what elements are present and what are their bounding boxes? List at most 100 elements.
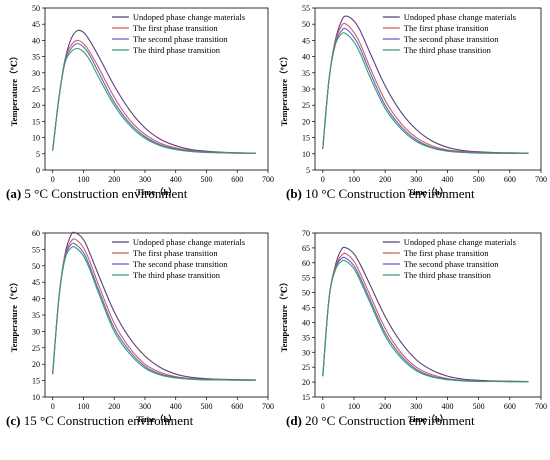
x-tick-label: 0 bbox=[321, 175, 325, 184]
x-axis-label: Time（h） bbox=[408, 414, 448, 424]
legend-entry: The third phase transition bbox=[404, 270, 492, 280]
x-tick-label: 700 bbox=[535, 175, 547, 184]
y-tick-label: 20 bbox=[302, 378, 310, 387]
x-tick-label: 0 bbox=[51, 402, 55, 411]
legend-entry: The first phase transition bbox=[133, 248, 218, 258]
series-line bbox=[322, 15, 529, 154]
x-tick-label: 300 bbox=[139, 402, 151, 411]
y-tick-label: 15 bbox=[302, 393, 310, 402]
chart-panel-3: 0 100 200 300 400 500 600 700 10 15 20 25 30 35 40 45 50… bbox=[6, 229, 274, 428]
x-tick-label: 400 bbox=[441, 402, 453, 411]
y-tick-label: 20 bbox=[302, 117, 310, 126]
x-tick-label: 400 bbox=[441, 175, 453, 184]
panel-caption: (d) 20 °C Construction environment bbox=[286, 413, 475, 428]
legend-entry: Undoped phase change materials bbox=[404, 237, 516, 247]
y-tick-label: 50 bbox=[32, 262, 40, 271]
y-tick-label: 30 bbox=[32, 327, 40, 336]
series-line bbox=[52, 47, 256, 155]
legend-entry: The first phase transition bbox=[404, 248, 489, 258]
y-tick-label: 55 bbox=[302, 4, 310, 13]
y-tick-label: 0 bbox=[36, 166, 40, 175]
y-tick-label: 45 bbox=[302, 304, 310, 313]
x-tick-label: 700 bbox=[262, 402, 274, 411]
x-tick-label: 300 bbox=[139, 175, 151, 184]
x-tick-label: 200 bbox=[379, 402, 391, 411]
y-tick-label: 60 bbox=[302, 259, 310, 268]
y-tick-label: 35 bbox=[32, 53, 40, 62]
y-tick-label: 20 bbox=[32, 360, 40, 369]
x-axis-label: Time（h） bbox=[408, 187, 448, 197]
x-tick-label: 700 bbox=[535, 402, 547, 411]
chart-panel-2: 0 100 200 300 400 500 600 700 5 10 15 20 25 30 35 40 45 5… bbox=[279, 4, 547, 201]
x-tick-label: 600 bbox=[504, 402, 516, 411]
y-tick-label: 25 bbox=[32, 85, 40, 94]
x-tick-label: 0 bbox=[51, 175, 55, 184]
chart-panel-4: 0 100 200 300 400 500 600 700 15 20 25 30 35 40 45 50 55… bbox=[279, 229, 547, 428]
y-tick-label: 65 bbox=[302, 244, 310, 253]
x-tick-label: 400 bbox=[170, 175, 182, 184]
legend-entry: The third phase transition bbox=[133, 270, 221, 280]
y-tick-label: 45 bbox=[32, 278, 40, 287]
caption-text: 5 °C Construction environment bbox=[21, 186, 188, 201]
y-axis-label: Temperature（℃） bbox=[279, 52, 289, 126]
x-tick-label: 200 bbox=[379, 175, 391, 184]
y-tick-label: 55 bbox=[302, 274, 310, 283]
y-tick-label: 25 bbox=[32, 344, 40, 353]
y-tick-label: 50 bbox=[302, 20, 310, 29]
series-line bbox=[52, 43, 256, 155]
x-tick-label: 300 bbox=[410, 175, 422, 184]
x-tick-label: 500 bbox=[473, 402, 485, 411]
y-tick-label: 10 bbox=[302, 150, 310, 159]
legend-entry: The first phase transition bbox=[133, 23, 218, 33]
x-tick-label: 500 bbox=[200, 175, 212, 184]
y-tick-label: 5 bbox=[306, 166, 310, 175]
panel-caption: (a) 5 °C Construction environment bbox=[6, 186, 188, 201]
y-tick-label: 50 bbox=[302, 289, 310, 298]
legend-entry: Undoped phase change materials bbox=[133, 237, 245, 247]
series-line bbox=[322, 32, 529, 155]
series-line bbox=[322, 259, 529, 383]
y-tick-label: 50 bbox=[32, 4, 40, 13]
y-axis-label: Temperature（℃） bbox=[279, 278, 289, 352]
x-tick-label: 600 bbox=[231, 175, 243, 184]
x-tick-label: 200 bbox=[108, 175, 120, 184]
legend-entry: The second phase transition bbox=[133, 259, 228, 269]
legend-entry: The third phase transition bbox=[404, 45, 492, 55]
caption-letter: (b) bbox=[286, 186, 302, 201]
y-tick-label: 5 bbox=[36, 150, 40, 159]
y-tick-label: 40 bbox=[32, 295, 40, 304]
y-tick-label: 35 bbox=[302, 333, 310, 342]
caption-text: 20 °C Construction environment bbox=[302, 413, 475, 428]
y-tick-label: 60 bbox=[32, 229, 40, 238]
legend-entry: Undoped phase change materials bbox=[133, 12, 245, 22]
x-tick-label: 500 bbox=[200, 402, 212, 411]
y-tick-label: 40 bbox=[32, 36, 40, 45]
x-tick-label: 700 bbox=[262, 175, 274, 184]
y-tick-label: 55 bbox=[32, 245, 40, 254]
y-tick-label: 10 bbox=[32, 393, 40, 402]
y-tick-label: 40 bbox=[302, 318, 310, 327]
caption-text: 10 °C Construction environment bbox=[302, 186, 475, 201]
y-tick-label: 15 bbox=[302, 134, 310, 143]
y-tick-label: 30 bbox=[302, 85, 310, 94]
y-axis-label: Temperature（℃） bbox=[9, 278, 19, 352]
y-tick-label: 35 bbox=[32, 311, 40, 320]
caption-text: 15 °C Construction environment bbox=[20, 413, 193, 428]
x-tick-label: 400 bbox=[170, 402, 182, 411]
caption-letter: (d) bbox=[286, 413, 302, 428]
chart-panel-1: 0 100 200 300 400 500 600 700 0 5 10 15 20 25 30 35 40 45… bbox=[6, 4, 274, 201]
y-tick-label: 25 bbox=[302, 101, 310, 110]
y-tick-label: 25 bbox=[302, 363, 310, 372]
y-tick-label: 70 bbox=[302, 229, 310, 238]
x-axis-label: Time（h） bbox=[136, 414, 176, 424]
series-line bbox=[52, 29, 256, 154]
legend-entry: The third phase transition bbox=[133, 45, 221, 55]
x-tick-label: 200 bbox=[108, 402, 120, 411]
y-tick-label: 45 bbox=[302, 36, 310, 45]
y-tick-label: 15 bbox=[32, 117, 40, 126]
series-line bbox=[322, 246, 529, 383]
x-axis-label: Time（h） bbox=[136, 187, 176, 197]
legend-entry: The first phase transition bbox=[404, 23, 489, 33]
x-tick-label: 100 bbox=[348, 175, 360, 184]
